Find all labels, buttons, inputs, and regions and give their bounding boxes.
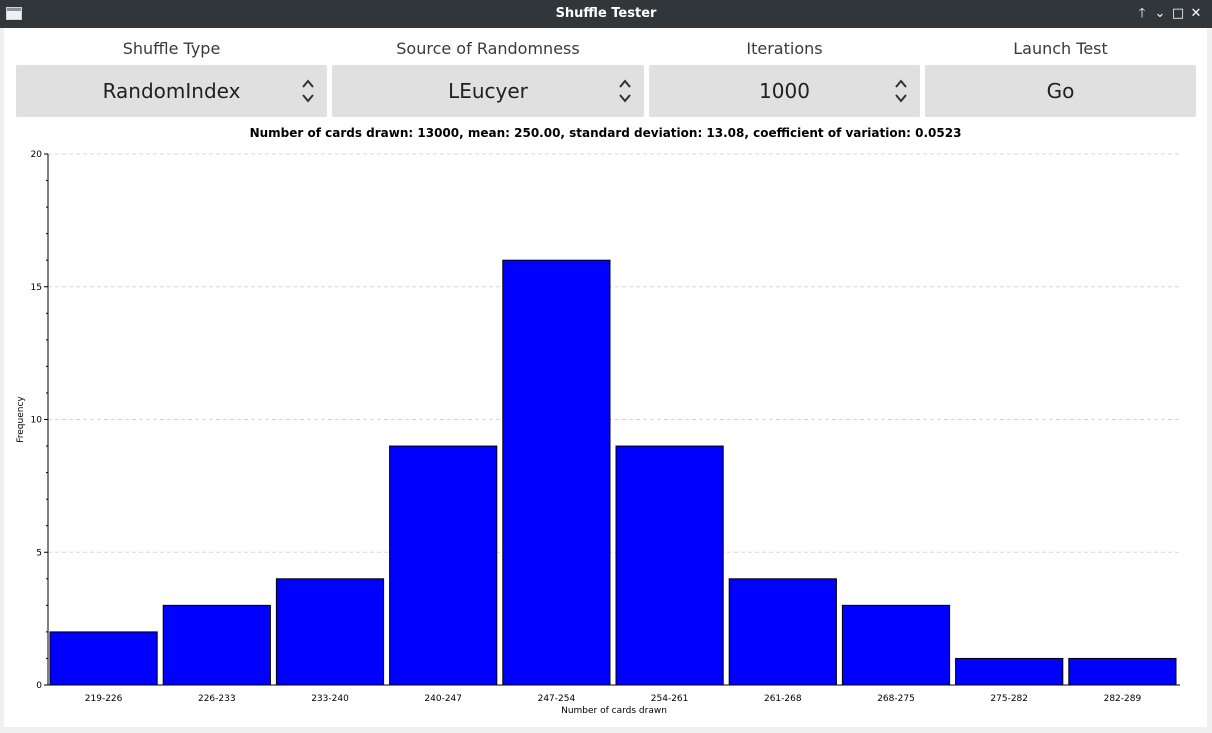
histogram-bar (841, 604, 951, 686)
source-label: Source of Randomness (396, 39, 580, 58)
x-tick-label: 240-247 (424, 694, 462, 704)
histogram-bar (1068, 657, 1177, 686)
x-tick-label: 282-289 (1104, 694, 1142, 704)
stats-summary: Number of cards drawn: 13000, mean: 250.… (249, 126, 962, 140)
keep-above-button[interactable]: 🡑 (1138, 6, 1146, 21)
shuffle-type-select[interactable]: RandomIndex (16, 65, 327, 117)
histogram-bar (389, 445, 498, 686)
y-tick-labels: 0 5 10 15 20 (31, 150, 48, 691)
up-down-arrows-icon[interactable] (894, 78, 908, 104)
minimize-button[interactable]: ⌄ (1154, 6, 1166, 21)
y-tick-label: 15 (31, 283, 42, 293)
shuffle-type-value: RandomIndex (102, 79, 241, 103)
histogram-chart: 0 5 10 15 20 219-226 226-233 233-240 240-247 247… (16, 150, 1180, 716)
up-down-arrows-icon[interactable] (301, 78, 315, 104)
shuffle-type-label: Shuffle Type (122, 39, 221, 58)
iterations-value: 1000 (759, 79, 810, 103)
histogram-bar (162, 604, 271, 686)
close-button[interactable]: ✕ (1190, 6, 1202, 21)
x-tick-label: 268-275 (877, 694, 915, 704)
up-down-arrows-icon[interactable] (618, 78, 632, 104)
histogram-bar (502, 259, 611, 686)
y-tick-label: 0 (36, 681, 42, 691)
iterations-label: Iterations (746, 39, 823, 58)
y-tick-label: 5 (36, 548, 42, 558)
histogram-bar (275, 578, 385, 686)
source-value: LEucyer (448, 79, 528, 103)
y-tick-label: 20 (31, 150, 43, 160)
app-window-icon[interactable] (6, 7, 22, 20)
x-tick-label: 233-240 (311, 694, 349, 704)
title-bar[interactable]: Shuffle Tester 🡑 ⌄ □ ✕ (0, 0, 1212, 28)
histogram-bar (615, 445, 724, 686)
maximize-button[interactable]: □ (1171, 6, 1185, 21)
window-title: Shuffle Tester (555, 6, 657, 21)
go-button[interactable]: Go (925, 65, 1196, 117)
main-content: Shuffle Type RandomIndex Source of Rando… (4, 28, 1207, 728)
x-tick-label: 254-261 (651, 694, 689, 704)
chart-grid (48, 153, 1180, 553)
chart-bars (49, 259, 1177, 686)
launch-test-label: Launch Test (1013, 39, 1108, 58)
x-tick-label: 261-268 (764, 694, 802, 704)
y-tick-label: 10 (31, 416, 43, 426)
histogram-bar (955, 657, 1064, 686)
x-tick-label: 275-282 (990, 694, 1028, 704)
x-tick-label: 247-254 (538, 694, 576, 704)
x-tick-label: 219-226 (85, 694, 123, 704)
go-button-label: Go (1046, 79, 1075, 103)
histogram-bar (49, 631, 158, 686)
y-axis-title: Frequency (16, 396, 26, 443)
bottom-frame (4, 727, 1207, 733)
iterations-spinbox[interactable]: 1000 (649, 65, 920, 117)
x-axis-title: Number of cards drawn (561, 706, 667, 716)
histogram-bar (728, 578, 837, 686)
x-tick-labels: 219-226 226-233 233-240 240-247 247-254 254-2… (85, 694, 1142, 704)
x-tick-label: 226-233 (198, 694, 236, 704)
source-select[interactable]: LEucyer (332, 65, 644, 117)
